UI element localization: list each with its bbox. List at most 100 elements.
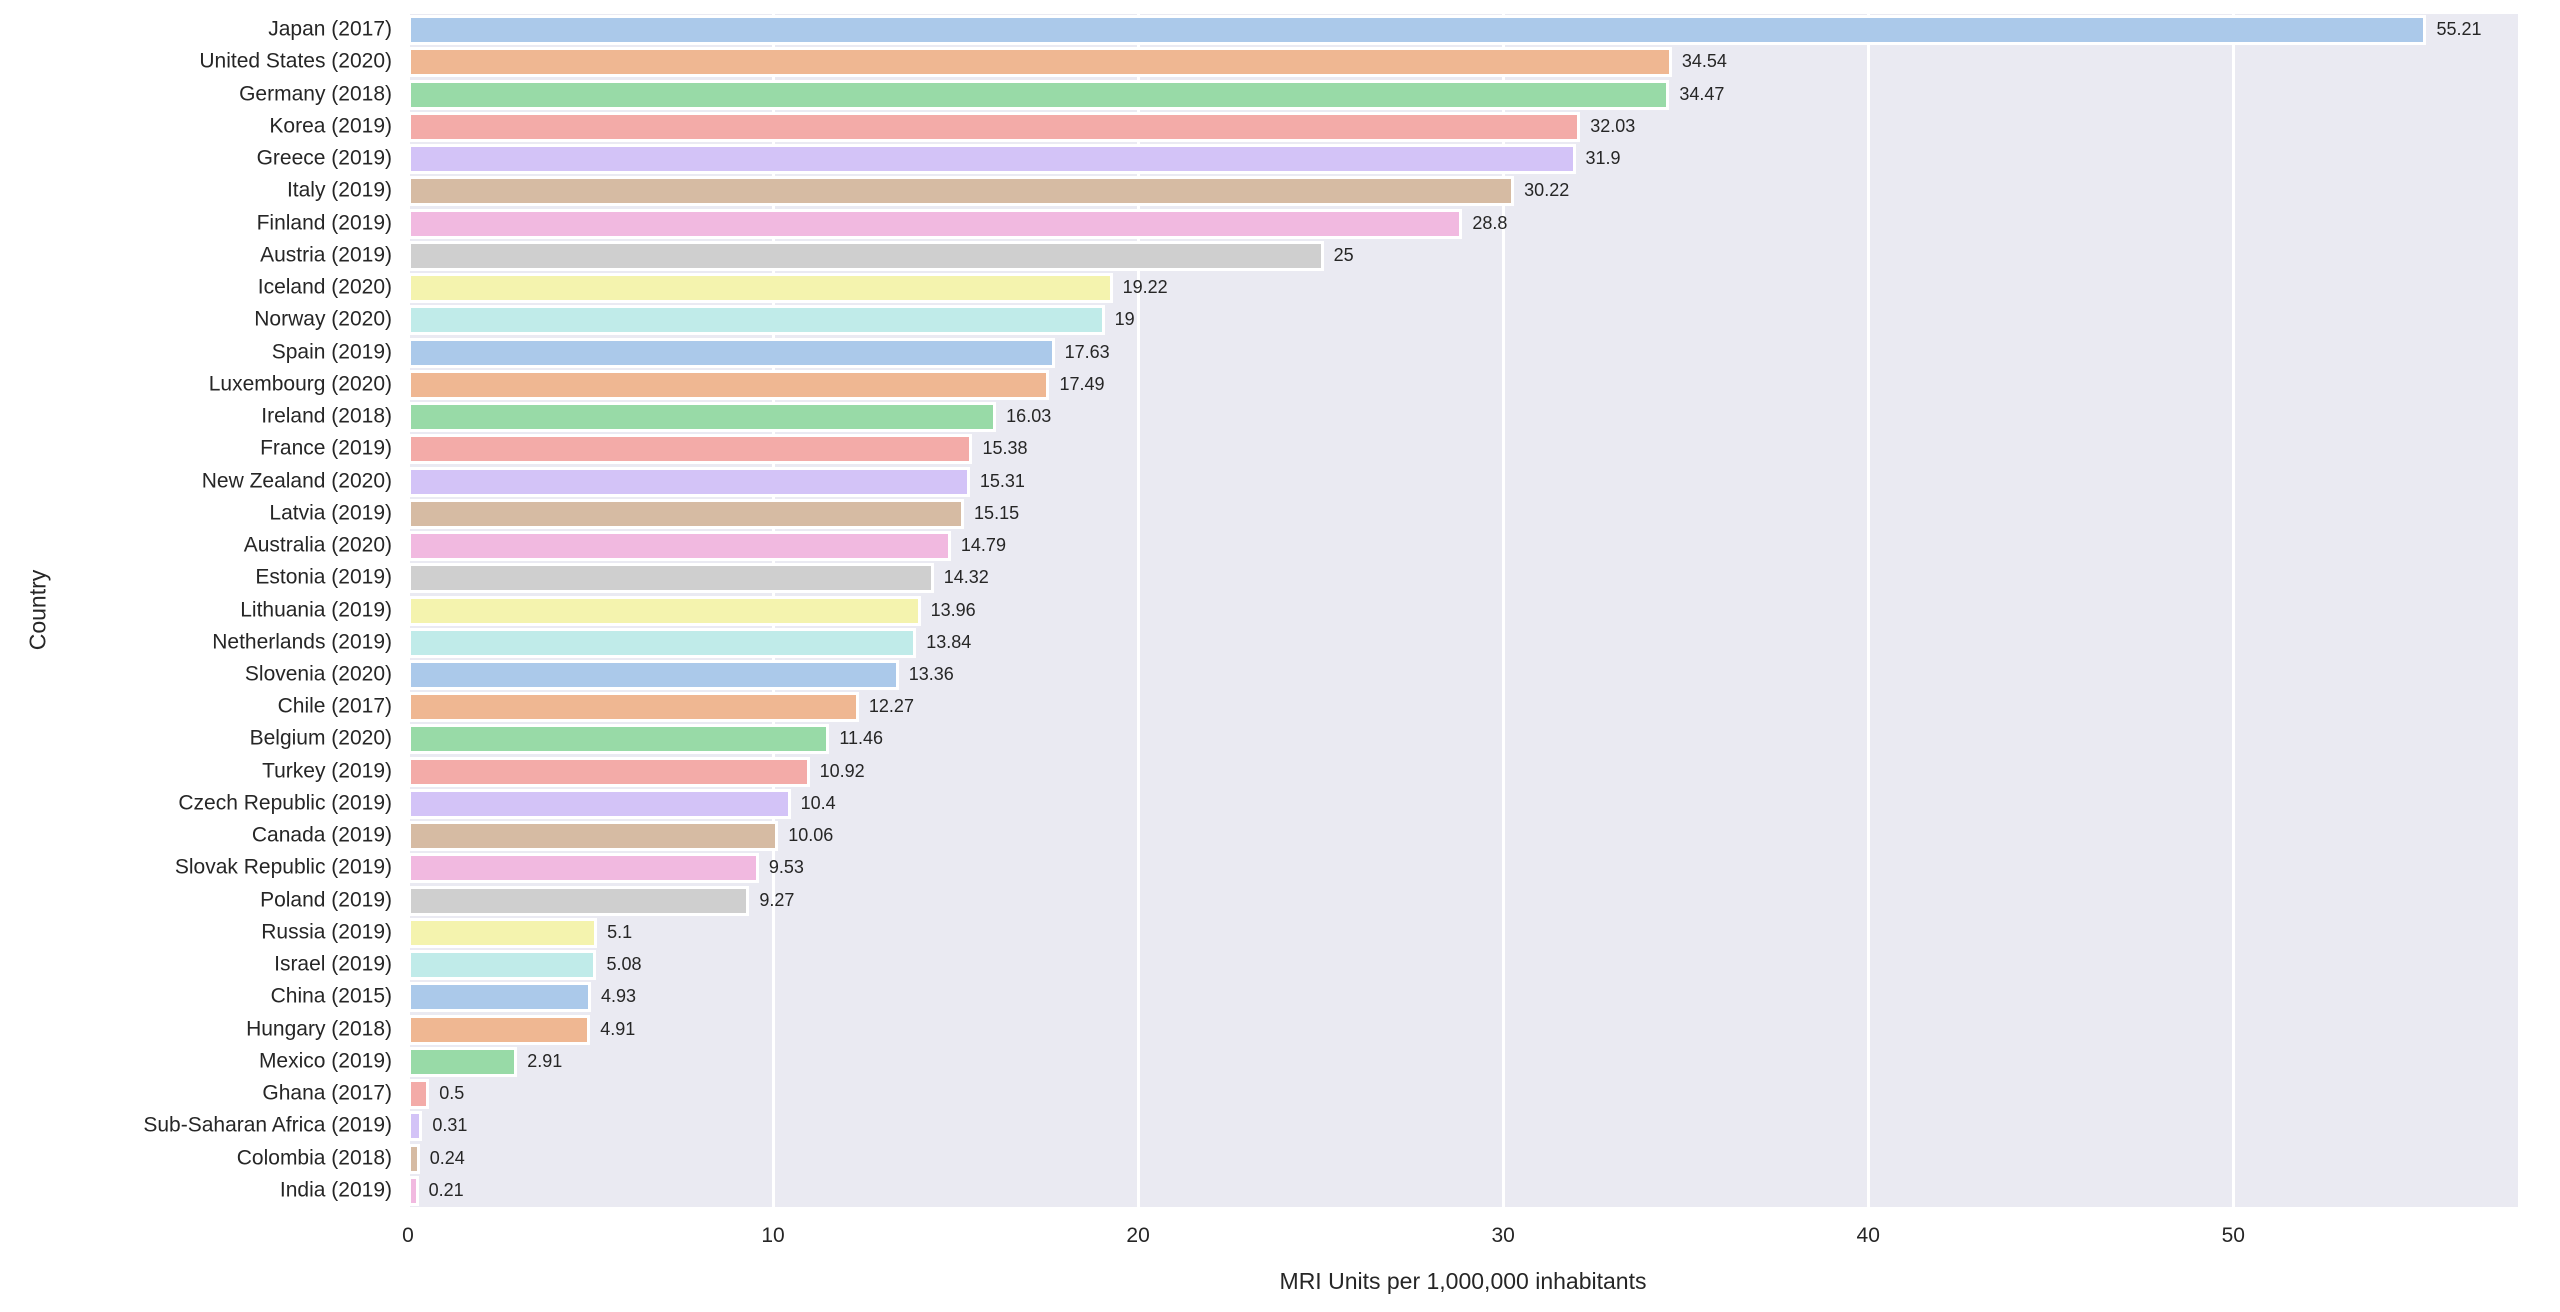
bar-value-label: 32.03 bbox=[1590, 115, 1636, 136]
plot-area: 55.21 34.54 34.47 32.03 31.9 30.22 28.8 25 19.22… bbox=[406, 14, 2518, 1207]
y-tick-label: Luxembourg (2020) bbox=[208, 372, 392, 396]
y-tick-labels: Japan (2017) United States (2020) Germany … bbox=[0, 14, 408, 1207]
bar bbox=[408, 305, 1105, 336]
y-tick-label: Norway (2020) bbox=[254, 307, 392, 331]
bar-value-label: 15.31 bbox=[979, 470, 1025, 491]
bar-value-label: 2.91 bbox=[527, 1050, 563, 1071]
bar bbox=[408, 885, 750, 916]
bar-value-label: 16.03 bbox=[1006, 406, 1052, 427]
bar-value-label: 5.08 bbox=[606, 954, 642, 975]
bar bbox=[408, 111, 1581, 142]
bar-value-label: 4.93 bbox=[600, 986, 637, 1007]
bar bbox=[408, 240, 1324, 271]
bar-value-label: 31.9 bbox=[1585, 148, 1621, 169]
bar bbox=[408, 982, 591, 1013]
bar-value-label: 10.06 bbox=[788, 825, 834, 846]
x-tick-label: 0 bbox=[402, 1224, 414, 1247]
y-tick-label: Colombia (2018) bbox=[236, 1146, 392, 1170]
y-tick-label: Belgium (2020) bbox=[249, 726, 392, 750]
bar-value-label: 30.22 bbox=[1524, 180, 1570, 201]
x-tick-labels: 0 10 20 30 40 50 bbox=[402, 1224, 2518, 1256]
y-tick-label: Mexico (2019) bbox=[258, 1049, 392, 1073]
y-tick-label: Chile (2017) bbox=[277, 694, 392, 718]
bar bbox=[408, 402, 997, 433]
y-tick-label: Slovak Republic (2019) bbox=[174, 855, 392, 879]
bar bbox=[408, 79, 1670, 110]
gridline bbox=[1866, 14, 1870, 1207]
y-tick-label: Slovenia (2020) bbox=[244, 662, 392, 686]
bar-value-label: 19 bbox=[1114, 309, 1135, 330]
y-tick-label: Ireland (2018) bbox=[261, 404, 392, 428]
bar-value-label: 34.47 bbox=[1679, 83, 1725, 104]
bar-value-label: 28.8 bbox=[1472, 212, 1508, 233]
y-tick-label: Latvia (2019) bbox=[269, 501, 392, 525]
bar bbox=[408, 692, 859, 723]
x-tick-label: 10 bbox=[761, 1224, 785, 1247]
bar bbox=[408, 853, 759, 884]
bar-value-label: 0.24 bbox=[429, 1147, 465, 1168]
y-tick-label: New Zealand (2020) bbox=[201, 469, 392, 493]
bar-value-label: 13.84 bbox=[926, 631, 972, 652]
bar-value-label: 55.21 bbox=[2436, 19, 2482, 40]
y-tick-label: Israel (2019) bbox=[274, 952, 392, 976]
bar-value-label: 11.46 bbox=[839, 728, 884, 749]
bar bbox=[408, 1014, 591, 1045]
y-tick-label: Spain (2019) bbox=[271, 340, 392, 364]
y-tick-label: Austria (2019) bbox=[260, 243, 392, 267]
bar-value-label: 17.63 bbox=[1064, 341, 1110, 362]
y-tick-label: Poland (2019) bbox=[260, 888, 392, 912]
x-axis-label: MRI Units per 1,000,000 inhabitants bbox=[1279, 1268, 1647, 1294]
bar-value-label: 14.79 bbox=[960, 535, 1006, 556]
y-tick-label: Sub-Saharan Africa (2019) bbox=[143, 1113, 392, 1137]
bar bbox=[408, 788, 791, 819]
bar-value-label: 0.31 bbox=[432, 1115, 468, 1136]
bar bbox=[408, 176, 1515, 207]
bar bbox=[408, 1111, 423, 1142]
bar bbox=[408, 466, 970, 497]
bar-value-label: 9.53 bbox=[768, 857, 804, 878]
y-tick-label: Korea (2019) bbox=[269, 114, 392, 138]
x-tick-label: 20 bbox=[1126, 1224, 1150, 1247]
bar bbox=[408, 821, 779, 852]
y-tick-label: Czech Republic (2019) bbox=[178, 791, 392, 815]
bar-value-label: 5.1 bbox=[607, 922, 633, 943]
bar bbox=[408, 1046, 518, 1077]
bar bbox=[408, 434, 973, 465]
bar-value-label: 15.15 bbox=[974, 502, 1020, 523]
y-tick-label: India (2019) bbox=[279, 1178, 392, 1202]
bar bbox=[408, 595, 921, 626]
bar bbox=[408, 627, 917, 658]
bar bbox=[408, 337, 1055, 368]
bar bbox=[408, 950, 597, 981]
gridline bbox=[1136, 14, 1140, 1207]
y-tick-label: Canada (2019) bbox=[251, 823, 392, 847]
y-tick-label: Lithuania (2019) bbox=[240, 598, 392, 622]
bar bbox=[408, 208, 1463, 239]
bar bbox=[408, 1143, 420, 1174]
bar-value-label: 12.27 bbox=[868, 696, 914, 717]
y-tick-label: Germany (2018) bbox=[239, 82, 392, 106]
x-tick-label: 30 bbox=[1491, 1224, 1515, 1247]
bar-value-label: 17.49 bbox=[1059, 373, 1105, 394]
bar bbox=[408, 756, 810, 787]
bar bbox=[408, 563, 934, 594]
y-tick-label: Finland (2019) bbox=[256, 211, 392, 235]
bar-value-label: 15.38 bbox=[982, 438, 1028, 459]
bar-value-label: 10.92 bbox=[819, 760, 865, 781]
bar bbox=[408, 917, 598, 948]
bar bbox=[408, 15, 2427, 46]
bar bbox=[408, 47, 1672, 78]
bar bbox=[408, 531, 951, 561]
bar bbox=[408, 273, 1113, 304]
x-tick-label: 40 bbox=[1856, 1224, 1880, 1247]
bar-value-label: 0.5 bbox=[439, 1083, 465, 1104]
bar bbox=[408, 1175, 419, 1206]
bar bbox=[408, 144, 1576, 175]
y-tick-label: United States (2020) bbox=[199, 49, 392, 73]
bar-value-label: 9.27 bbox=[759, 889, 795, 910]
bar-value-label: 14.32 bbox=[943, 567, 989, 588]
y-tick-label: Iceland (2020) bbox=[257, 275, 392, 299]
bar bbox=[408, 369, 1050, 400]
bar bbox=[408, 498, 965, 529]
